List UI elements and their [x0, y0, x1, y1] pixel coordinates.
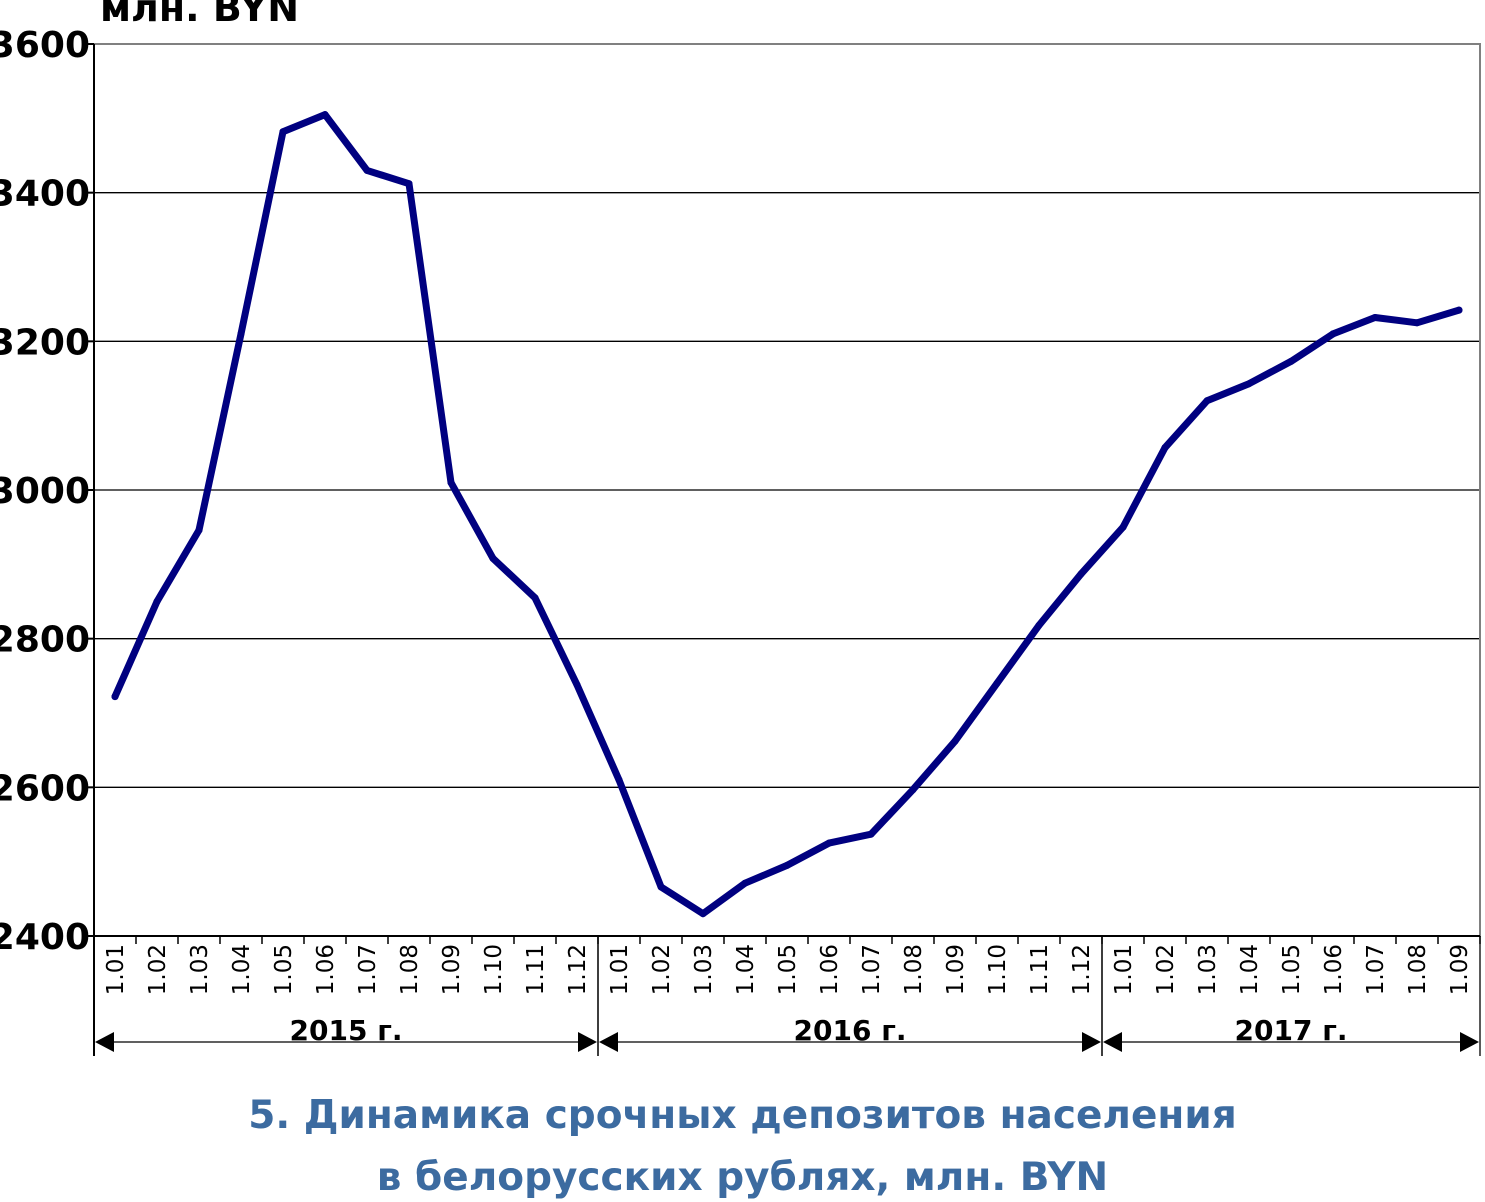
x-tick-label: 1.03: [1195, 944, 1221, 995]
data-point: [1371, 314, 1379, 321]
data-point: [1077, 570, 1085, 578]
y-tick-label: 2400: [0, 917, 90, 958]
axes: [86, 43, 1481, 1056]
data-point: [237, 330, 245, 338]
data-point: [405, 180, 413, 188]
x-tick-label: 1.06: [817, 944, 843, 995]
arrow-right-icon: [1082, 1032, 1101, 1052]
data-point: [783, 861, 791, 869]
data-point: [657, 883, 665, 891]
x-tick-label: 1.08: [397, 944, 423, 995]
year-group-label: 2017 г.: [1235, 1014, 1348, 1047]
y-tick-labels: 2400 2600 2800 3000 3200 3400 3600: [0, 25, 90, 958]
data-point: [363, 166, 371, 174]
data-point: [699, 910, 707, 918]
data-point: [1245, 380, 1253, 388]
data-point: [909, 786, 917, 794]
data-point: [111, 693, 119, 701]
x-tick-label: 1.01: [103, 944, 129, 995]
year-group-label: 2016 г.: [794, 1014, 907, 1047]
data-point: [615, 776, 623, 784]
data-point: [1119, 523, 1127, 531]
series: [111, 111, 1463, 918]
x-tick-labels: 1.01 1.02 1.03 1.04 1.05 1.06 1.07 1.08 1.09 1.10…: [103, 944, 1473, 995]
x-tick-label: 1.11: [1027, 944, 1053, 995]
series-line: [111, 111, 1463, 918]
y-tick-label: 2800: [0, 620, 90, 661]
x-tick-label: 1.04: [733, 944, 759, 995]
x-tick-label: 1.05: [271, 944, 297, 995]
x-tick-label: 1.05: [1279, 944, 1305, 995]
x-tick-label: 1.10: [985, 944, 1011, 995]
x-tick-label: 1.02: [1153, 944, 1179, 995]
y-tick-label: 2600: [0, 768, 90, 809]
data-point: [1035, 621, 1043, 629]
gridlines: [94, 192, 1480, 788]
x-tick-label: 1.05: [775, 944, 801, 995]
data-point: [825, 839, 833, 847]
x-tick-label: 1.06: [313, 944, 339, 995]
x-tick-label: 1.12: [1069, 944, 1095, 995]
x-tick-label: 1.03: [691, 944, 717, 995]
x-tick-label: 1.07: [355, 944, 381, 995]
y-tick-label: 3600: [0, 25, 90, 66]
data-point: [1455, 306, 1463, 314]
data-point: [1413, 319, 1421, 327]
data-point: [279, 128, 287, 136]
arrow-right-icon: [1460, 1032, 1479, 1052]
data-point: [951, 737, 959, 745]
x-tick-label: 1.12: [565, 944, 591, 995]
arrow-left-icon: [95, 1032, 114, 1052]
data-point: [1329, 330, 1337, 338]
x-tick-label: 1.10: [481, 944, 507, 995]
x-tick-label: 1.01: [607, 944, 633, 995]
x-tick-label: 1.07: [859, 944, 885, 995]
data-point: [1203, 397, 1211, 405]
arrow-left-icon: [1103, 1032, 1122, 1052]
data-point: [993, 679, 1001, 687]
y-tick-label: 3400: [0, 174, 90, 215]
data-point: [447, 479, 455, 487]
y-tick-label: 3000: [0, 471, 90, 512]
data-point: [1287, 357, 1295, 365]
x-tick-label: 1.09: [943, 944, 969, 995]
x-tick-label: 1.02: [649, 944, 675, 995]
x-tick-label: 1.03: [187, 944, 213, 995]
x-tick-label: 1.11: [523, 944, 549, 995]
y-tick-label: 3200: [0, 322, 90, 363]
data-point: [573, 681, 581, 689]
data-point: [867, 830, 875, 838]
data-point: [531, 594, 539, 602]
x-tick-label: 1.08: [1405, 944, 1431, 995]
data-point: [195, 526, 203, 534]
x-tick-label: 1.04: [1237, 944, 1263, 995]
chart-caption-line-1: 5. Динамика срочных депозитов населения: [248, 1093, 1237, 1138]
year-group-label: 2015 г.: [290, 1014, 403, 1047]
x-tick-label: 1.08: [901, 944, 927, 995]
year-groups: 2015 г. 2016 г. 2017 г.: [93, 936, 1481, 1056]
chart-caption-line-2: в белорусских рублях, млн. BYN: [376, 1155, 1109, 1200]
arrow-right-icon: [578, 1032, 597, 1052]
x-tick-label: 1.09: [439, 944, 465, 995]
data-point: [153, 598, 161, 605]
x-tick-label: 1.01: [1111, 944, 1137, 995]
arrow-left-icon: [599, 1032, 618, 1052]
data-point: [741, 879, 749, 887]
x-tick-label: 1.07: [1363, 944, 1389, 995]
data-point: [489, 554, 497, 562]
data-point: [1161, 444, 1169, 452]
x-tick-label: 1.06: [1321, 944, 1347, 995]
data-point: [321, 111, 329, 119]
x-tick-label: 1.02: [145, 944, 171, 995]
y-axis-unit-label: млн. BYN: [100, 0, 300, 30]
x-tick-label: 1.09: [1447, 944, 1473, 995]
x-tick-label: 1.04: [229, 944, 255, 995]
